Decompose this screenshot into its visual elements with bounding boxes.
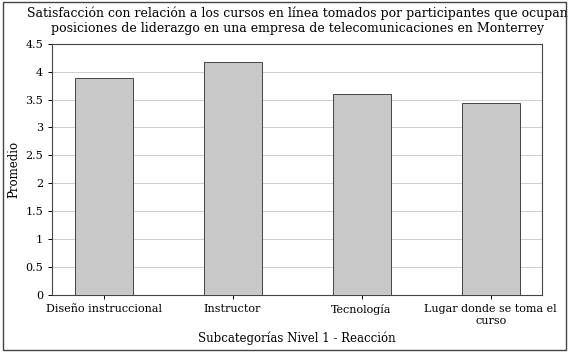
Bar xyxy=(75,78,133,295)
Title: Satisfacción con relación a los cursos en línea tomados por participantes que oc: Satisfacción con relación a los cursos e… xyxy=(27,7,567,36)
Bar xyxy=(204,62,262,295)
Y-axis label: Promedio: Promedio xyxy=(7,141,20,198)
X-axis label: Subcategorías Nivel 1 - Reacción: Subcategorías Nivel 1 - Reacción xyxy=(198,332,396,345)
Bar xyxy=(461,103,519,295)
Bar xyxy=(333,94,391,295)
